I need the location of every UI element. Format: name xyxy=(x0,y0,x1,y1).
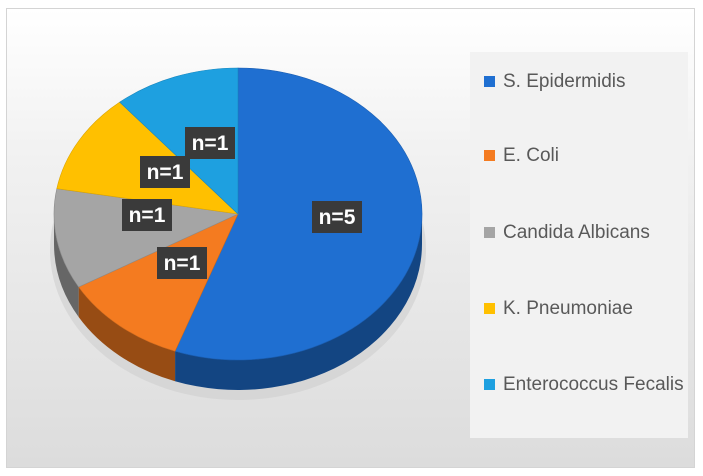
legend-swatch-e-coli xyxy=(484,150,495,161)
svg-text:n=1: n=1 xyxy=(192,132,229,155)
legend-label: E. Coli xyxy=(503,145,559,166)
legend-swatch-k-pneumoniae xyxy=(484,303,495,314)
svg-text:n=1: n=1 xyxy=(129,204,166,227)
data-label-1: n=1 xyxy=(157,247,207,279)
legend-label: Enterococcus Fecalis xyxy=(503,374,684,395)
slice-side-2 xyxy=(54,214,79,317)
slice-side-0 xyxy=(175,214,422,391)
legend-item-s-epidermidis: S. Epidermidis xyxy=(484,67,684,96)
pie-slice-0 xyxy=(174,67,423,361)
legend-label: Candida Albicans xyxy=(503,222,650,243)
legend-swatch-s-epidermidis xyxy=(484,76,495,87)
data-label-4: n=1 xyxy=(185,127,235,159)
svg-text:n=1: n=1 xyxy=(147,161,184,184)
legend-item-k-pneumoniae: K. Pneumoniae xyxy=(484,294,684,323)
legend: S. Epidermidis E. Coli Candida Albicans … xyxy=(470,52,688,438)
pie-chart: n=5 n=1 n=1 n=1 n=1 xyxy=(50,67,426,400)
svg-text:n=5: n=5 xyxy=(319,206,356,229)
svg-text:n=1: n=1 xyxy=(164,252,201,275)
legend-item-enterococcus-fecalis: Enterococcus Fecalis xyxy=(484,370,684,399)
legend-swatch-enterococcus-fecalis xyxy=(484,379,495,390)
legend-swatch-candida-albicans xyxy=(484,227,495,238)
chart-area: n=5 n=1 n=1 n=1 n=1 S. Epidermidis E. Coli C… xyxy=(6,8,695,468)
legend-label: S. Epidermidis xyxy=(503,71,626,92)
pie-slice-2 xyxy=(53,188,240,288)
legend-label: K. Pneumoniae xyxy=(503,298,633,319)
data-label-2: n=1 xyxy=(122,199,172,231)
slice-side-1 xyxy=(78,287,176,382)
pie-slice-4 xyxy=(119,67,239,215)
legend-item-candida-albicans: Candida Albicans xyxy=(484,218,684,247)
data-label-3: n=1 xyxy=(140,156,190,188)
data-label-0: n=5 xyxy=(312,201,362,233)
legend-item-e-coli: E. Coli xyxy=(484,141,684,170)
